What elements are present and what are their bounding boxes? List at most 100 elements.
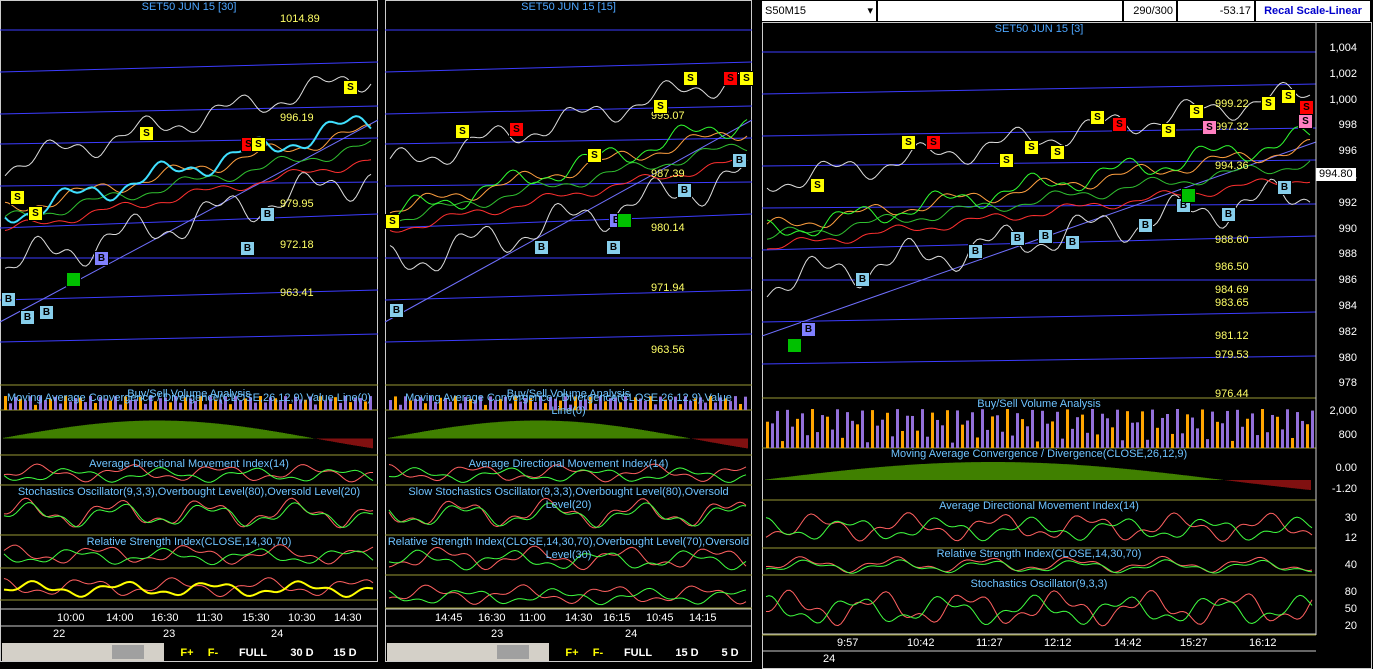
volume-bar — [694, 398, 697, 410]
price-label: 981.12 — [1215, 330, 1249, 342]
volume-bar — [589, 396, 592, 410]
volume-bar — [1016, 413, 1019, 448]
signal-marker: S — [10, 190, 25, 205]
volume-bar — [69, 401, 72, 410]
sub-axis-label: -1.20 — [1331, 483, 1357, 495]
toolbar-button[interactable]: F+ — [565, 647, 579, 659]
volume-bar — [534, 401, 537, 410]
volume-bar — [614, 397, 617, 410]
signal-marker: S — [739, 71, 754, 86]
volume-bar — [871, 410, 874, 448]
volume-bar — [194, 400, 197, 410]
signal-marker: S — [1202, 120, 1217, 135]
axis-label: 1,000 — [1329, 93, 1357, 106]
osc-line — [388, 467, 747, 483]
volume-bar — [674, 396, 677, 410]
level-line — [0, 61, 379, 73]
volume-bar — [1151, 409, 1154, 448]
volume-bar — [1111, 427, 1114, 448]
price-line — [766, 126, 1311, 237]
volume-bar — [1271, 414, 1274, 448]
time-label: 14:15 — [689, 612, 717, 624]
osc-line — [765, 512, 1313, 542]
volume-bar — [489, 396, 492, 410]
volume-bar — [816, 432, 819, 448]
scroll-thumb — [112, 645, 144, 659]
volume-bar — [841, 437, 844, 448]
osc-line — [388, 587, 747, 606]
toolbar-button[interactable]: 30 D — [290, 647, 314, 659]
volume-bar — [79, 397, 82, 410]
level-line — [0, 105, 379, 115]
volume-bar — [766, 421, 769, 448]
toolbar-button[interactable]: 15 D — [333, 647, 357, 659]
sub-axis-label: 800 — [1338, 429, 1357, 441]
toolbar-button[interactable]: F+ — [180, 647, 194, 659]
volume-bar — [1106, 418, 1109, 448]
indicator-title: Buy/Sell Volume Analysis — [506, 388, 631, 400]
signal-marker: S — [723, 71, 738, 86]
signal-marker: S — [509, 122, 524, 137]
signal-marker: B — [732, 153, 747, 168]
signal-marker: S — [1161, 123, 1176, 138]
volume-bar — [1181, 433, 1184, 448]
volume-bar — [389, 400, 392, 410]
recal-button[interactable]: Recal Scale-Linear — [1256, 1, 1370, 21]
level-line — [0, 289, 379, 301]
indicator-title: Relative Strength Index(CLOSE,14,30,70),… — [387, 536, 750, 561]
volume-bar — [1201, 409, 1204, 448]
last-price: 994.80 — [1316, 168, 1356, 181]
ma-green — [4, 140, 372, 218]
time-label: 16:15 — [603, 612, 631, 624]
level-line — [761, 355, 1317, 365]
volume-bar — [1001, 431, 1004, 448]
price-label: 980.14 — [651, 222, 685, 234]
volume-bar — [504, 396, 507, 410]
volume-bar — [334, 397, 337, 410]
volume-bar — [524, 397, 527, 410]
volume-bar — [634, 397, 637, 410]
time-label: 10:45 — [646, 612, 674, 624]
axis-label: 992 — [1338, 196, 1357, 209]
bollinger-lower — [766, 178, 1311, 298]
time-label: 9:57 — [837, 637, 859, 649]
volume-bar — [74, 397, 77, 410]
ma-red — [389, 156, 748, 233]
volume-bar — [1141, 411, 1144, 448]
toolbar-button[interactable]: FULL — [623, 647, 653, 659]
toolbar-button[interactable]: 5 D — [721, 647, 739, 659]
axis-label: 986 — [1338, 274, 1357, 287]
volume-bar — [219, 399, 222, 410]
volume-bar — [249, 397, 252, 410]
toolbar-button[interactable]: FULL — [238, 647, 268, 659]
volume-bar — [709, 396, 712, 410]
volume-bar — [1191, 417, 1194, 448]
volume-bar — [781, 441, 784, 448]
volume-bar — [554, 398, 557, 410]
volume-bar — [1101, 413, 1104, 448]
time-label: 10:42 — [907, 637, 935, 649]
volume-bar — [1296, 412, 1299, 448]
volume-bar — [1131, 422, 1134, 448]
volume-bar — [264, 402, 267, 410]
volume-bar — [404, 396, 407, 410]
volume-bar — [1026, 426, 1029, 448]
toolbar-button[interactable]: F- — [207, 647, 219, 659]
price-label: 988.60 — [1215, 234, 1249, 246]
trend-line — [0, 119, 379, 323]
symbol-combo[interactable]: S50M15 ▾ — [762, 1, 876, 21]
volume-bar — [931, 412, 934, 448]
indicator-title: Moving Average Convergence / Divergence(… — [6, 392, 372, 404]
sub-axis-label: 20 — [1344, 620, 1357, 632]
time-label: 10:30 — [288, 612, 316, 624]
volume-bar — [469, 398, 472, 410]
volume-bar — [1031, 409, 1034, 448]
signal-marker: B — [20, 310, 35, 325]
volume-bar — [1046, 423, 1049, 448]
volume-bar — [274, 398, 277, 410]
toolbar-button[interactable]: 15 D — [675, 647, 699, 659]
volume-bar — [464, 396, 467, 410]
toolbar-button[interactable]: F- — [592, 647, 604, 659]
volume-bar — [734, 396, 737, 410]
volume-bar — [584, 399, 587, 410]
